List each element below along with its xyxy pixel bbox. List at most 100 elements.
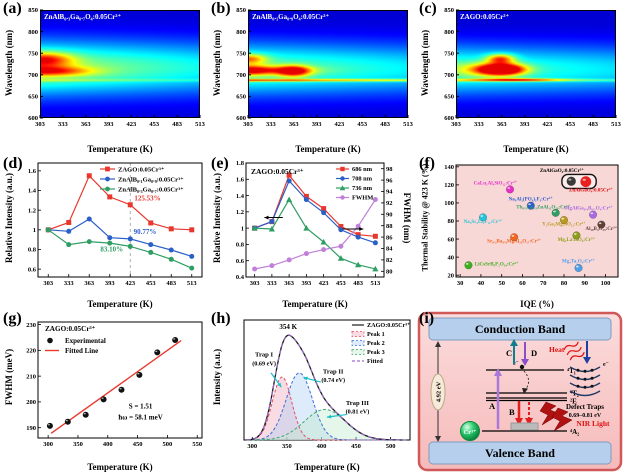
- trap-label: Trap III: [346, 400, 370, 407]
- panel-h-ylabel: Intensity (a.u.): [212, 348, 222, 406]
- peak-fill: [246, 409, 408, 440]
- conduction-band-bar: [428, 317, 612, 341]
- ball-highlight: [47, 424, 51, 426]
- plot-border: [37, 321, 203, 439]
- marker-circle: [372, 196, 378, 202]
- y-tick-label: 210: [26, 373, 36, 380]
- x-tick-label: 450: [351, 443, 361, 450]
- series-line: [246, 334, 408, 441]
- x-tick-label: 60: [519, 280, 526, 287]
- panel-g: 300 350 400 450 500 550 190 200 210 220 230 ZAGO:0.…: [0, 310, 208, 473]
- ball-highlight: [119, 387, 122, 390]
- trap-depth-label: 0.69–0.81 eV: [569, 413, 602, 419]
- data-ball: [559, 216, 569, 225]
- panel-e-right-ylabel: FWHM (nm): [402, 192, 412, 244]
- x-tick-label: 333: [267, 280, 278, 287]
- panel-a: (a) ZnAlB₀.₃Ga₀.₇O₄:0.05Cr³⁺ Temperature…: [0, 0, 208, 155]
- right-tick-label: 88: [386, 223, 393, 230]
- data-ball: [118, 386, 125, 393]
- x-tick-label: 453: [146, 280, 157, 287]
- marker-triangle: [303, 225, 310, 231]
- y-tick-label: 1.4: [28, 188, 37, 195]
- level-4a2-label: ⁴A₂: [570, 428, 579, 436]
- data-ball: [478, 213, 488, 222]
- data-ball: [597, 220, 606, 229]
- cr-ion-label: Cr³⁺: [464, 429, 477, 436]
- band-gap-oval: [430, 373, 446, 411]
- x-tick-label: 50: [498, 280, 505, 287]
- marker-circle: [86, 239, 92, 245]
- series-line: [246, 376, 408, 441]
- data-ball: [574, 263, 583, 273]
- marker-triangle: [286, 196, 293, 203]
- marker-circle: [269, 219, 275, 225]
- lightning-bolt-icon: [539, 401, 573, 432]
- arrow-head: [303, 376, 308, 381]
- this-work-black-label: ZnAlGaO₄:0.05Cr³⁺: [540, 168, 584, 174]
- panel-a-ylabel: Wavelength (nm): [4, 29, 14, 97]
- panel-g-ylabel: FWHM (meV): [4, 348, 14, 406]
- panel-f: 30 40 50 60 70 80 90 100 20 40 60 80 100 120 140 CaLu₂A…: [416, 155, 624, 310]
- marker-circle: [45, 227, 51, 233]
- marker-circle: [168, 247, 174, 253]
- marker-circle: [372, 240, 378, 246]
- marker-triangle: [251, 225, 258, 231]
- right-tick-label: 98: [386, 166, 393, 173]
- series-line: [254, 179, 376, 244]
- legend-label: ZAGO:0.05Cr³⁺: [367, 322, 410, 329]
- right-tick-label: 90: [386, 212, 393, 219]
- marker-square: [321, 206, 327, 212]
- glow-chart-h: 300 350 400 450 500 354 K Trap I(0.69 eV) Trap …: [243, 319, 411, 450]
- right-tick-label: 80: [386, 269, 393, 276]
- arrow-d-label: D: [531, 348, 537, 358]
- y-tick-label: 0.8: [236, 242, 245, 249]
- series-line: [254, 199, 376, 270]
- panel-b-title: ZnAlB₀.₁Ga₀.₉O₄:0.05Cr³⁺: [252, 13, 330, 21]
- ball-highlight: [561, 217, 565, 220]
- marker-circle: [303, 197, 309, 203]
- marker-square: [340, 166, 345, 172]
- marker-square: [66, 219, 72, 225]
- y-tick-label: 140: [444, 164, 454, 171]
- defect-traps-label: Defect Traps: [566, 403, 604, 411]
- x-tick-label: 500: [163, 441, 173, 448]
- point-label: Na₃Al₂(PO₄)₂F₃:Cr³⁺: [509, 196, 554, 203]
- y-tick-label: 1.6: [236, 176, 245, 183]
- marker-circle: [321, 247, 327, 253]
- marker-square: [105, 166, 110, 172]
- marker-circle: [168, 256, 174, 262]
- cr-ion-ball: [460, 421, 480, 441]
- panel-e-ylabel: Relative Intensity (a.u.): [212, 173, 222, 263]
- legend-label: Fitted Line: [65, 347, 98, 355]
- x-tick-label: 363: [284, 280, 295, 287]
- y-tick-label: 60: [448, 236, 455, 243]
- electron-dot: [519, 364, 525, 370]
- panel-e-title: ZAGO:0.05Cr³⁺: [251, 167, 304, 176]
- panel-f-ylabel: Thermal Stability @ 423 K (%): [420, 163, 430, 272]
- marker-circle: [252, 266, 258, 272]
- legend-label: ZAGO:0.05Cr³⁺: [118, 166, 165, 173]
- panel-i-tag: (i): [419, 310, 435, 327]
- y-tick-label: 0.8: [28, 247, 37, 254]
- cb-to-traps-arrow: [583, 341, 591, 364]
- y-tick-label: 80: [448, 218, 455, 225]
- y-tick-label: 1.8: [236, 160, 245, 167]
- heatmap-a: [0, 0, 208, 155]
- right-tick-label: 82: [386, 257, 393, 264]
- x-tick-label: 30: [457, 280, 464, 287]
- x-tick-label: 100: [601, 280, 611, 287]
- trapped-electrons: [576, 368, 594, 389]
- valence-band-bar: [428, 441, 612, 465]
- legend-label: 708 nm: [352, 176, 373, 183]
- ball-highlight: [582, 178, 586, 181]
- legend-swatch: [351, 331, 365, 337]
- arrow-head: [327, 414, 332, 419]
- marker-triangle: [372, 265, 379, 272]
- panel-b-tag: (b): [211, 0, 231, 17]
- panel-a-title: ZnAlB₀.₃Ga₀.₇O₄:0.05Cr³⁺: [44, 13, 122, 21]
- relaxation-arrow: [522, 370, 530, 394]
- marker-triangle: [339, 185, 346, 191]
- ball-highlight: [465, 262, 469, 265]
- x-tick-label: 500: [386, 443, 396, 450]
- x-tick-label: 80: [561, 280, 568, 287]
